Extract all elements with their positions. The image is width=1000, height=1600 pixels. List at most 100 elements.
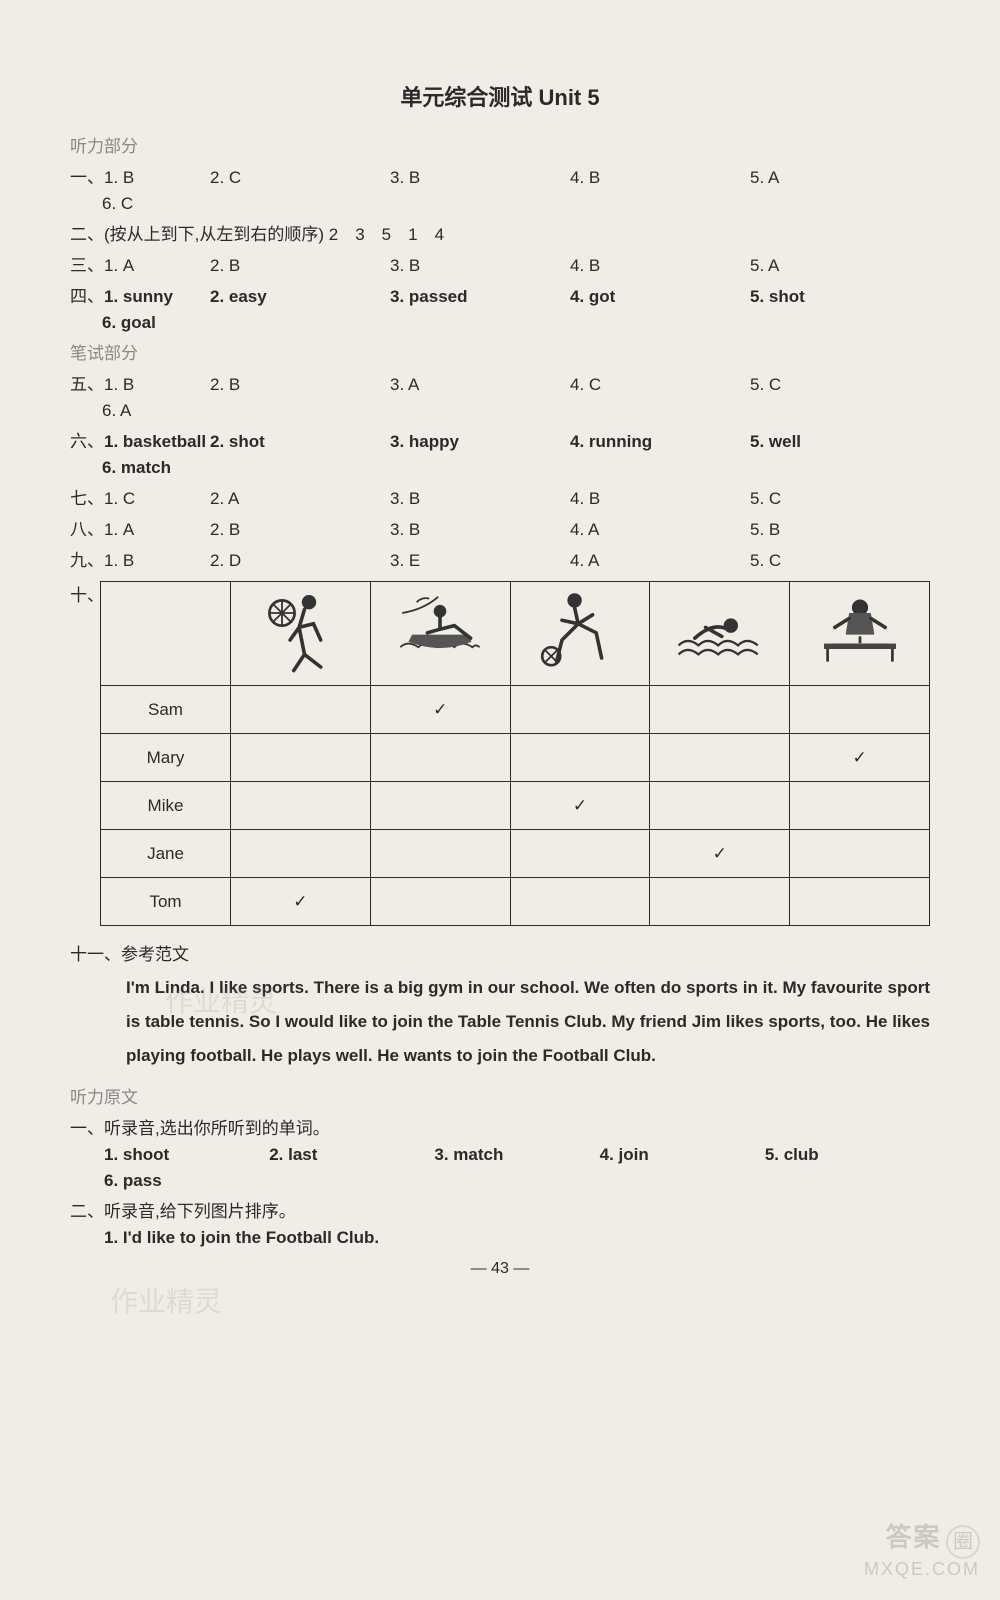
check-cell [231,734,371,782]
ans: 1. A [104,520,134,539]
ans: 1. B [104,168,134,187]
answer-row-1-2: 6. C [70,194,930,214]
ans: 1. C [104,489,135,508]
ans: 5. well [750,432,930,452]
check-cell [790,686,930,734]
ans: 2. A [210,489,390,509]
ans: 4. C [570,375,750,395]
section-prefix: 三、 [70,256,104,275]
ans: 2. B [210,520,390,540]
section-prefix: 一、 [70,168,104,187]
watermark-2: 作业精灵 [110,1280,222,1320]
table-row: Mike ✓ [101,782,930,830]
ans: 6. A [70,401,210,421]
listening-section-label: 听力部分 [70,132,930,157]
table-row: Mary✓ [101,734,930,782]
check-cell [790,782,930,830]
check-cell [510,686,650,734]
corner-watermark: 答案 圈 MXQE.COM [864,1517,980,1580]
check-cell [790,878,930,926]
swimming-icon [650,582,790,686]
ans: 1. basketball [104,432,206,451]
football-player-icon [510,582,650,686]
answer-row-5-1: 五、1. B 2. B 3. A 4. C 5. C [70,370,930,395]
table-row: Tom✓ [101,878,930,926]
ans: 6. goal [70,313,210,333]
section-prefix: 八、 [70,520,104,539]
table-row: Jane ✓ [101,830,930,878]
check-cell [370,830,510,878]
listening-part2-line1: 1. I'd like to join the Football Club. [70,1228,930,1248]
ans: 5. A [750,168,930,188]
answer-row-2: 二、(按从上到下,从左到右的顺序) 2 3 5 1 4 [70,220,930,245]
section-prefix-10: 十、 [70,581,100,926]
check-cell: ✓ [790,734,930,782]
ans: 4. got [570,287,750,307]
ans: 3. A [390,375,570,395]
word: 5. club [765,1145,930,1165]
word: 1. shoot [104,1145,269,1165]
check-cell [231,830,371,878]
word: 2. last [269,1145,434,1165]
ans: 5. C [750,375,930,395]
check-cell [370,734,510,782]
check-cell: ✓ [510,782,650,830]
basketball-player-icon [231,582,371,686]
check-cell [231,686,371,734]
ans: 5. B [750,520,930,540]
ans: 3. E [390,551,570,571]
ans: 3. B [390,489,570,509]
ans: 5. C [750,489,930,509]
ans: 4. B [570,489,750,509]
name-cell: Jane [101,830,231,878]
check-cell [231,782,371,830]
ans: 3. B [390,256,570,276]
name-cell: Sam [101,686,231,734]
name-cell: Tom [101,878,231,926]
listening-part2-heading: 二、听录音,给下列图片排序。 [70,1197,930,1222]
ans: 3. B [390,168,570,188]
check-cell [650,878,790,926]
name-cell: Mike [101,782,231,830]
ans: 6. C [70,194,210,214]
check-cell: ✓ [650,830,790,878]
page-title: 单元综合测试 Unit 5 [70,80,930,112]
section-prefix: 五、 [70,375,104,394]
answer-row-7: 七、1. C 2. A 3. B 4. B 5. C [70,484,930,509]
rowing-icon [370,582,510,686]
ans: 4. A [570,520,750,540]
ans: 2. B [210,375,390,395]
essay-body: I'm Linda. I like sports. There is a big… [70,971,930,1073]
ans: 1. sunny [104,287,173,306]
answer-row-1-1: 一、1. B 2. C 3. B 4. B 5. A [70,163,930,188]
answer-row-8: 八、1. A 2. B 3. B 4. A 5. B [70,515,930,540]
check-cell [650,734,790,782]
ans: 6. match [70,458,210,478]
ans: 2. D [210,551,390,571]
check-cell: ✓ [370,686,510,734]
answer-row-6-1: 六、1. basketball 2. shot 3. happy 4. runn… [70,427,930,452]
answer-row-4-2: 6. goal [70,313,930,333]
ans: 5. shot [750,287,930,307]
check-cell [370,782,510,830]
check-cell [370,878,510,926]
check-cell [650,782,790,830]
word: 3. match [434,1145,599,1165]
answer-row-9: 九、1. B 2. D 3. E 4. A 5. C [70,546,930,571]
ans: 2. easy [210,287,390,307]
section-prefix: 九、 [70,551,104,570]
essay-heading: 十一、参考范文 [70,940,930,965]
check-cell [510,734,650,782]
corner-url: MXQE.COM [864,1559,980,1580]
word: 4. join [600,1145,765,1165]
table-row: Sam ✓ [101,686,930,734]
activity-table: Sam✓Mary✓Mike✓Jane✓Tom✓ [100,581,930,926]
check-cell [510,830,650,878]
check-cell: ✓ [231,878,371,926]
answer-row-5-2: 6. A [70,401,930,421]
table-tennis-icon [790,582,930,686]
ans: 3. happy [390,432,570,452]
ans: 4. B [570,168,750,188]
ans: 5. A [750,256,930,276]
page-number: — 43 — [70,1260,930,1278]
